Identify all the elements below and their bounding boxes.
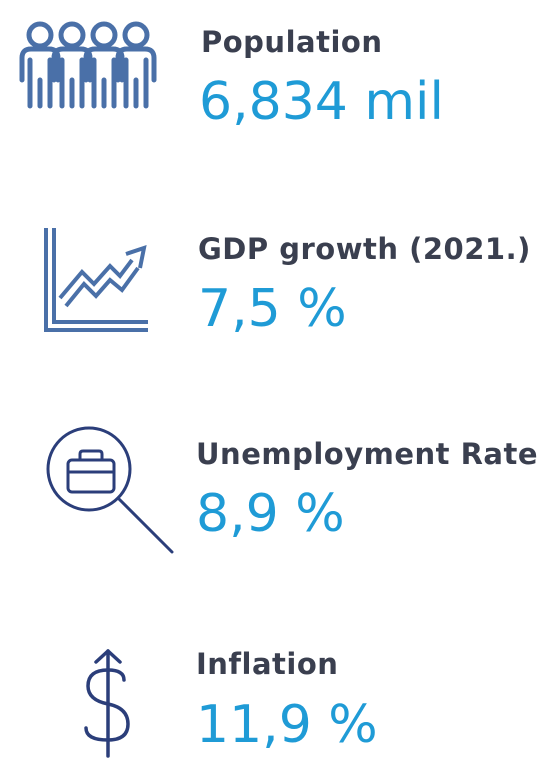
people-icon [19,21,157,109]
growth-chart-icon [44,228,148,332]
stat-label: Population [201,25,383,59]
stat-value: 6,834 mil [199,72,444,132]
stat-label: GDP growth (2021.) [198,232,531,266]
stat-value: 8,9 % [196,484,345,544]
stat-label: Unemployment Rate [196,437,539,471]
job-search-icon [46,426,174,554]
stat-label: Inflation [196,647,339,681]
stat-value: 7,5 % [198,279,347,339]
stat-value: 11,9 % [196,695,378,755]
dollar-icon [84,649,130,758]
